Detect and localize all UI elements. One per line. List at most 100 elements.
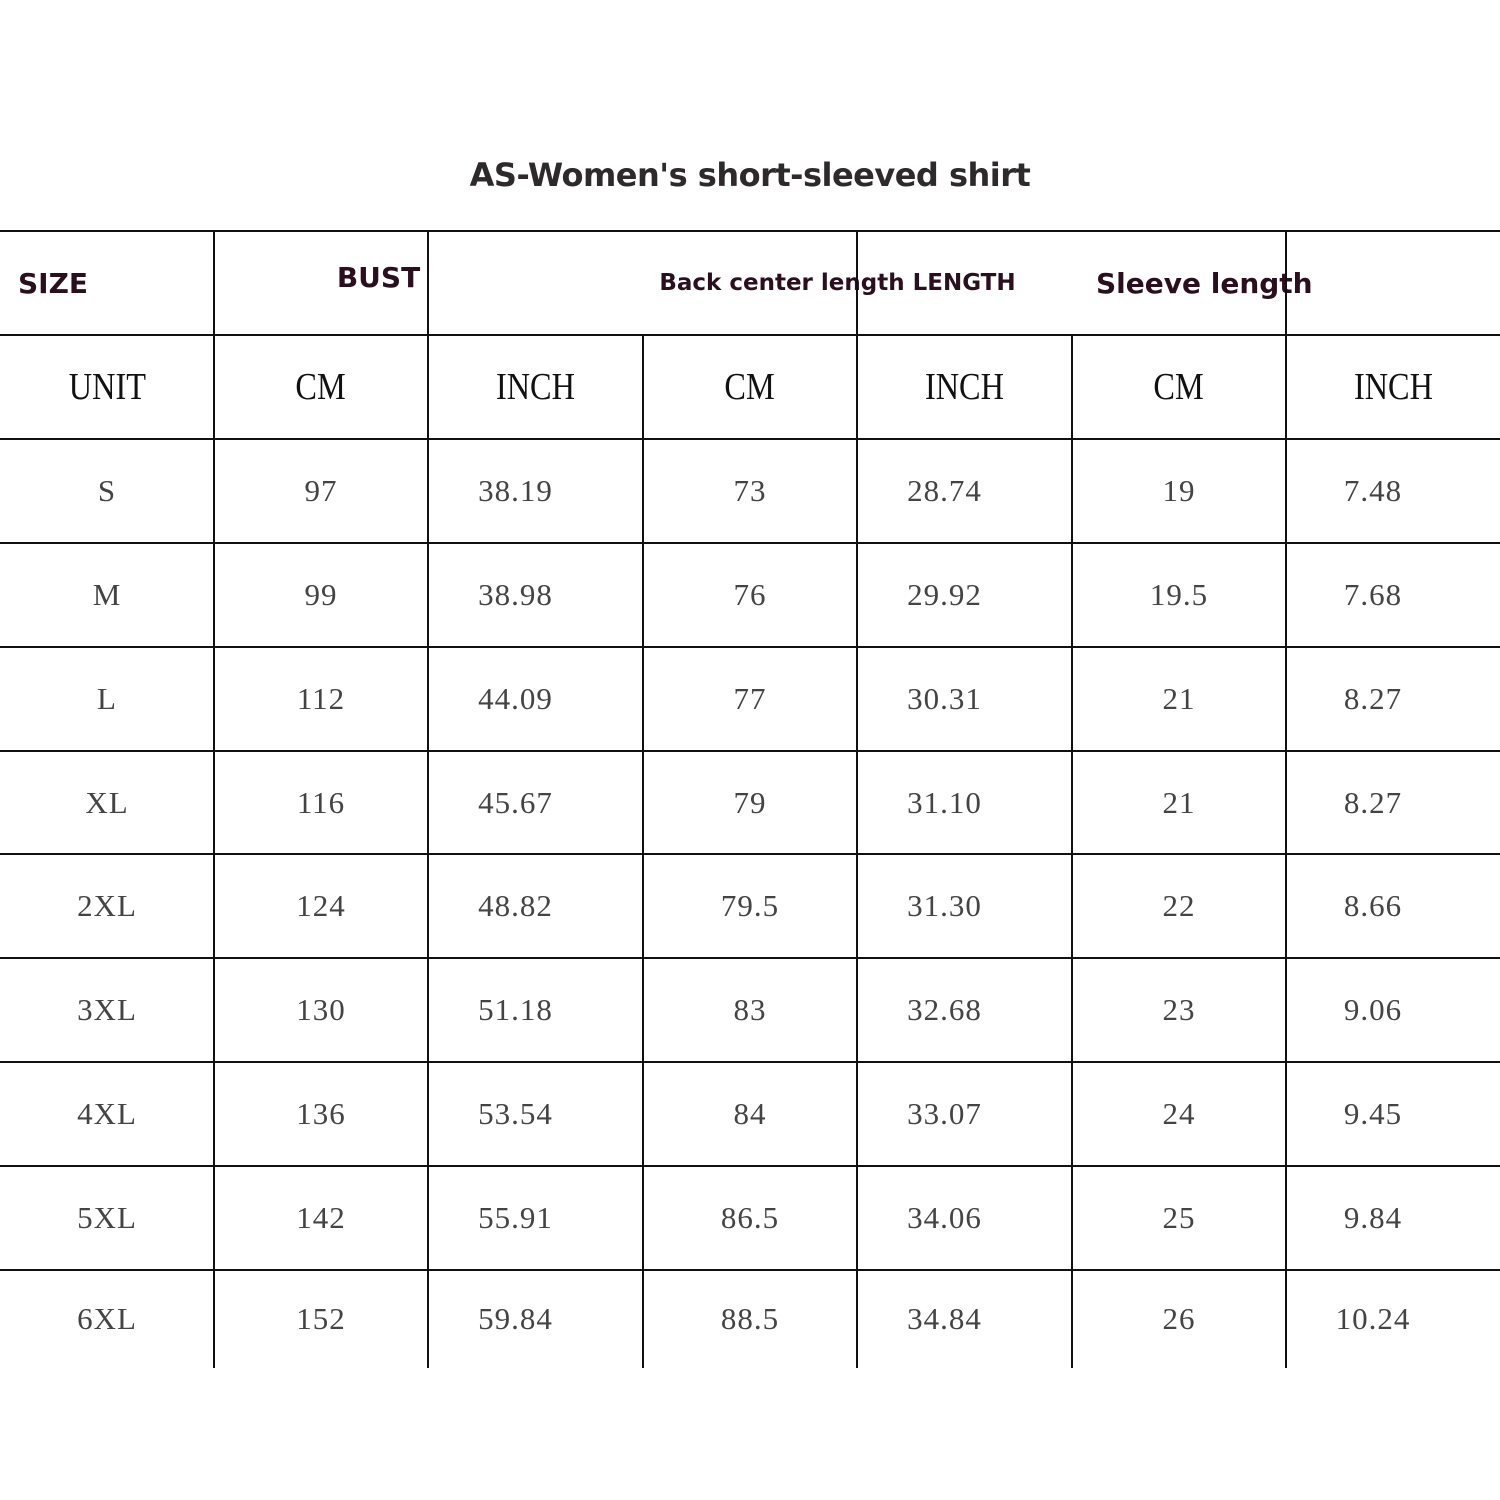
table-cell: 8.27 [1266, 647, 1480, 751]
table-cell-text: 21 [1162, 681, 1196, 716]
table-cell: 152 [214, 1270, 428, 1368]
unit-header-6: INCH [1286, 335, 1500, 439]
unit-header-1-text: CM [295, 366, 347, 408]
table-cell-text: 8.66 [1343, 888, 1403, 923]
table-cell-text: 86.5 [720, 1200, 780, 1235]
unit-header-2: INCH [428, 335, 643, 439]
table-cell: 142 [214, 1166, 428, 1270]
table-cell: 21 [1072, 647, 1286, 751]
table-cell: 7.48 [1266, 439, 1480, 543]
table-cell: 31.30 [837, 854, 1052, 958]
row-divider [0, 750, 1500, 752]
table-cell-text: 30.31 [907, 681, 982, 716]
size-label: 6XL [0, 1270, 214, 1368]
table-cell-text: 25 [1162, 1200, 1196, 1235]
column-divider [1285, 231, 1287, 1368]
table-cell: 79.5 [643, 854, 857, 958]
unit-header-5: CM [1072, 335, 1286, 439]
column-divider [642, 335, 644, 1368]
table-cell-text: 48.82 [478, 888, 553, 923]
table-cell: 33.07 [837, 1062, 1052, 1166]
table-cell-text: 130 [296, 992, 346, 1027]
row-divider [0, 438, 1500, 440]
size-label-text: M [92, 577, 122, 612]
table-cell: 7.68 [1266, 543, 1480, 647]
size-label: 5XL [0, 1166, 214, 1270]
table-cell: 99 [214, 543, 428, 647]
table-cell-text: 38.19 [478, 473, 553, 508]
table-cell-text: 142 [296, 1200, 346, 1235]
table-cell: 8.27 [1266, 751, 1480, 854]
table-cell-text: 19 [1162, 473, 1196, 508]
unit-header-4: INCH [857, 335, 1072, 439]
size-label-text: 4XL [77, 1096, 137, 1131]
group-header-3-text: Sleeve length [1096, 266, 1313, 300]
unit-header-4-text: INCH [925, 366, 1004, 408]
table-cell: 38.98 [408, 543, 623, 647]
table-cell: 86.5 [643, 1166, 857, 1270]
table-cell: 59.84 [408, 1270, 623, 1368]
table-cell-text: 10.24 [1335, 1301, 1411, 1336]
group-header-2: Back center length LENGTH [623, 231, 1052, 335]
column-divider [427, 231, 429, 1368]
table-cell-text: 29.92 [907, 577, 982, 612]
table-cell-text: 97 [304, 473, 338, 508]
table-cell: 83 [643, 958, 857, 1062]
column-divider [213, 231, 215, 1368]
table-cell-text: 21 [1162, 784, 1196, 820]
table-cell: 29.92 [837, 543, 1052, 647]
unit-header-0-text: UNIT [68, 366, 146, 408]
table-cell-text: 124 [296, 888, 346, 923]
table-cell-text: 45.67 [478, 784, 553, 820]
table-cell-text: 7.48 [1343, 473, 1403, 508]
row-divider [0, 230, 1500, 232]
row-divider [0, 957, 1500, 959]
table-cell: 112 [214, 647, 428, 751]
column-divider [1071, 335, 1073, 1368]
table-cell-text: 24 [1162, 1096, 1196, 1131]
table-cell: 130 [214, 958, 428, 1062]
table-cell-text: 77 [733, 681, 767, 716]
table-cell-text: 136 [296, 1096, 346, 1131]
table-cell-text: 112 [296, 681, 346, 716]
table-cell-text: 8.27 [1343, 784, 1403, 820]
table-cell-text: 33.07 [907, 1096, 982, 1131]
unit-header-0: UNIT [0, 335, 214, 439]
table-cell-text: 79 [733, 784, 767, 820]
table-cell-text: 31.10 [907, 784, 982, 820]
size-label: 2XL [0, 854, 214, 958]
table-cell: 19 [1072, 439, 1286, 543]
table-cell-text: 55.91 [478, 1200, 553, 1235]
size-label-text: S [97, 473, 117, 508]
table-cell: 44.09 [408, 647, 623, 751]
table-cell: 79 [643, 751, 857, 854]
table-cell: 45.67 [408, 751, 623, 854]
table-cell: 9.45 [1266, 1062, 1480, 1166]
row-divider [0, 1269, 1500, 1271]
table-cell-text: 9.06 [1343, 992, 1403, 1027]
table-cell-text: 79.5 [720, 888, 780, 923]
table-cell-text: 99 [304, 577, 338, 612]
table-cell: 55.91 [408, 1166, 623, 1270]
table-cell: 51.18 [408, 958, 623, 1062]
size-label-text: 6XL [77, 1301, 137, 1336]
table-cell-text: 26 [1162, 1301, 1196, 1336]
table-cell-text: 9.84 [1343, 1200, 1403, 1235]
table-cell-text: 38.98 [478, 577, 553, 612]
unit-header-2-text: INCH [496, 366, 575, 408]
group-header-0-text: SIZE [18, 266, 89, 300]
table-cell: 24 [1072, 1062, 1286, 1166]
table-cell-text: 22 [1162, 888, 1196, 923]
table-cell: 26 [1072, 1270, 1286, 1368]
row-divider [0, 1061, 1500, 1063]
size-label: L [0, 647, 214, 751]
table-cell-text: 44.09 [478, 681, 553, 716]
table-cell-text: 28.74 [907, 473, 982, 508]
table-cell-text: 23 [1162, 992, 1196, 1027]
group-header-1: BUST [164, 225, 593, 329]
table-cell: 9.84 [1266, 1166, 1480, 1270]
table-cell-text: 84 [733, 1096, 767, 1131]
table-cell-text: 8.27 [1343, 681, 1403, 716]
column-divider [856, 231, 858, 1368]
table-cell: 28.74 [837, 439, 1052, 543]
